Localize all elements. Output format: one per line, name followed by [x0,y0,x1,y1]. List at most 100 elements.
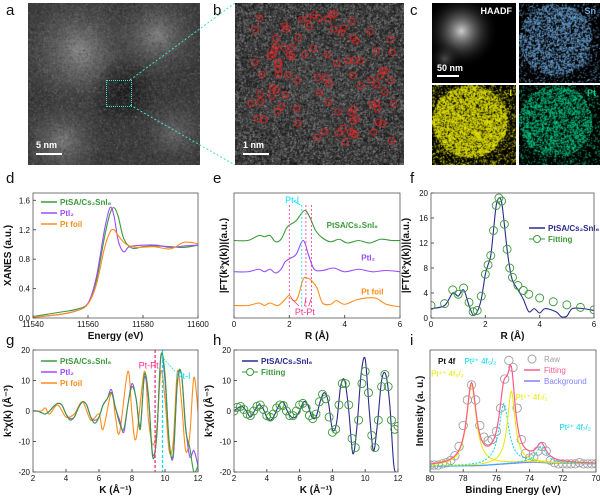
fitting-data-point [239,405,249,414]
y-tick-label: 16 [419,214,428,223]
legend-marker [527,354,537,364]
x-axis-title: Energy (eV) [88,331,144,342]
raw-data-point [462,395,472,405]
fitting-data-point [499,219,509,229]
x-tick-label: 8 [130,474,135,483]
fitting-data-point [505,263,515,273]
x-tick-label: 80 [426,474,435,483]
raw-data-point [475,420,485,431]
x-axis-title: R (Å) [305,329,329,342]
tile-label: Pt [587,88,596,98]
x-tick-label: 6 [97,474,102,483]
x-tick-label: 76 [492,474,501,483]
zoom-connector-lines [129,2,236,166]
x-tick-label: 70 [592,474,600,483]
raw-data-point [504,355,514,366]
panel-label-f: f [410,170,415,187]
fitting-data-point [502,244,512,254]
fitting-data-point [489,226,498,235]
fitting-data-point [483,260,493,270]
x-tick-label: 11600 [187,320,209,329]
y-tick-label: 20 [222,346,231,355]
axes-frame [233,192,401,319]
pt-i-arrow [163,358,176,372]
fitting-data-point [453,289,463,299]
x-tick-label: 2 [232,474,237,483]
fitting-data-point [393,421,398,431]
legend-item: Pt foil [60,379,82,388]
legend-item: PtI₂ [60,368,74,377]
series-line [33,369,198,455]
fitting-data-point [575,302,585,312]
fitting-data-point [464,297,474,307]
fitting-data-point [272,403,282,413]
series-line [234,276,400,308]
y-tick-label: -20 [219,468,231,477]
eds-map-i: I [432,85,516,165]
scale-bar [36,153,62,155]
y-tick-label: 0.0 [19,314,31,323]
series-label: PtI₂ [361,254,375,263]
fitting-line [430,363,596,465]
fitting-data-point [459,283,469,293]
pt-i-annotation: Pt-I [285,195,299,205]
x-tick-label: 72 [558,474,567,483]
y-tick-label: -10 [219,438,231,447]
fitting-data-point [347,434,357,443]
x-tick-label: 2 [483,320,488,329]
y-tick-label: 1.2 [19,226,31,235]
chart-g: g Pt-Pt Pt-I PtSA/Cs₂SnI₆ PtI₂ Pt foil 2 4 6 8 10 1… [1,332,203,496]
x-tick-label: 4 [537,320,542,329]
series-line [234,209,400,244]
fitting-data-point [334,400,344,410]
stem-image-b: 1 nm [235,3,404,165]
series-label: PtSA/Cs₂SnI₆ [327,221,379,230]
pt-pt-annotation: Pt-Pt [139,360,160,370]
plot-area [234,356,398,472]
fitting-data-point [255,400,265,410]
fitting-data-point [367,430,377,440]
legend-item: Fitting [548,235,573,244]
raw-data-point [458,420,468,431]
axes-frame [32,192,199,319]
series-line [234,239,400,274]
fitting-data-point [364,388,373,398]
series-line [431,197,594,318]
eds-map-haadf: HAADF 50 nm [432,3,516,83]
fitting-data-point [308,414,318,424]
x-axis-title: R (Å) [501,329,525,342]
chart-title: Pt 4f [438,357,456,366]
x-axis-title: Binding Energy (eV) [465,485,561,496]
tile-label: I [509,88,512,98]
pt-pt-arrow [290,297,300,307]
raw-data-point [508,362,518,373]
fitting-data-point [245,411,255,421]
fitting-data-point [354,415,364,425]
axes-frame [233,349,399,473]
y-axis-title: XANES (a.u.) [3,225,14,286]
raw-data-point [450,451,460,461]
y-tick-label: 0 [26,407,31,416]
panel-label-a: a [6,2,15,19]
x-tick-label: 12 [194,474,203,483]
pt-i-arrow [293,200,301,206]
y-tick-label: 4 [424,289,429,298]
fitting-data-point [440,299,450,309]
fitting-data-point [301,403,311,413]
plot-area [430,355,596,470]
pt-pt-arrow [304,297,307,307]
fitting-data-point [275,400,285,410]
x-tick-label: 11560 [77,320,99,329]
fitting-data-point [480,269,490,279]
scale-text: 5 nm [36,140,58,150]
legend-marker [246,368,254,376]
fitting-data-point [265,412,275,422]
x-tick-label: 4 [342,320,347,329]
x-tick-label: 6 [297,474,302,483]
fitting-data-point [341,379,350,388]
raw-data-point [487,434,497,445]
legend-item: PtSA/Cs₂SnI₆ [60,198,112,207]
legend-item: PtI₂ [60,209,74,218]
panel-label-h: h [213,332,221,349]
